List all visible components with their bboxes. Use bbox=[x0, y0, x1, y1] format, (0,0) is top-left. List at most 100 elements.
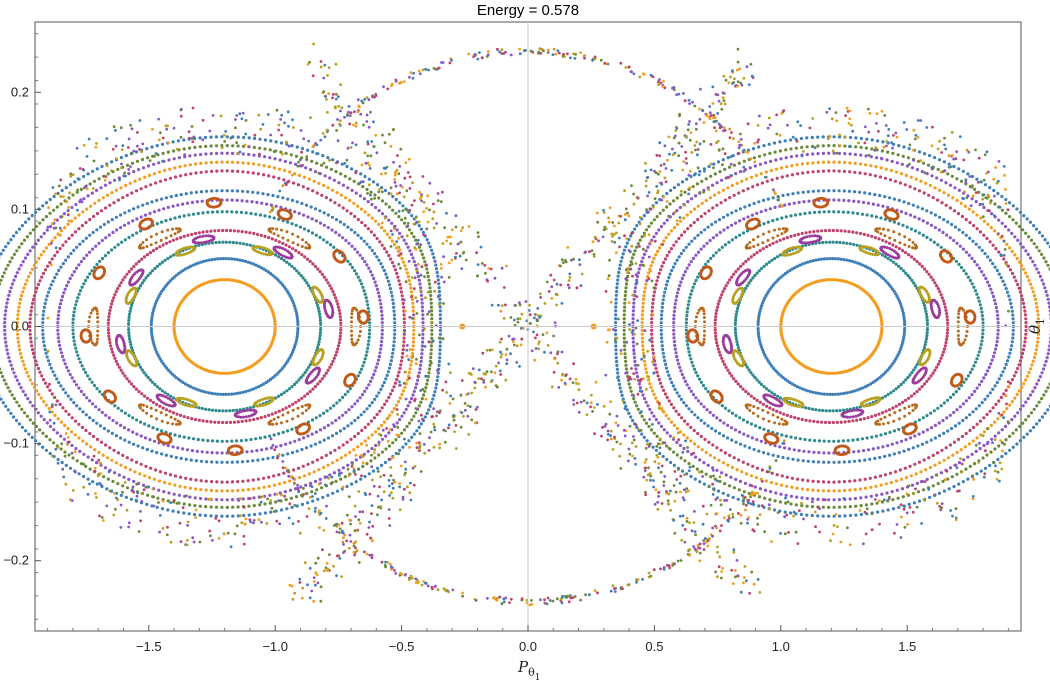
torus-point bbox=[824, 409, 828, 413]
torus-point bbox=[857, 200, 861, 204]
torus-point bbox=[906, 273, 910, 278]
torus-point bbox=[1002, 392, 1006, 396]
torus-point bbox=[214, 135, 218, 139]
torus-point bbox=[86, 194, 90, 198]
torus-point bbox=[993, 265, 997, 269]
torus-point bbox=[73, 433, 77, 437]
torus-point bbox=[917, 217, 921, 221]
torus-point bbox=[935, 284, 939, 288]
torus-point bbox=[897, 222, 901, 226]
torus-point bbox=[160, 220, 164, 224]
torus-point bbox=[734, 337, 738, 341]
torus-point bbox=[122, 426, 127, 430]
torus-point bbox=[736, 306, 740, 310]
island-chain-point bbox=[135, 363, 138, 367]
torus-point bbox=[696, 431, 700, 436]
torus-point bbox=[32, 264, 37, 268]
torus-point bbox=[672, 309, 677, 313]
torus-point bbox=[179, 236, 183, 240]
island-chain-point bbox=[330, 304, 334, 308]
torus-point bbox=[771, 196, 775, 200]
torus-point bbox=[22, 411, 27, 415]
torus-point bbox=[438, 317, 442, 321]
torus-point bbox=[981, 321, 985, 325]
torus-point bbox=[817, 258, 821, 262]
torus-point bbox=[853, 389, 857, 393]
torus-point bbox=[977, 404, 981, 408]
torus-point bbox=[979, 216, 983, 220]
torus-point bbox=[813, 210, 817, 214]
torus-point bbox=[382, 229, 387, 233]
torus-point bbox=[250, 200, 254, 204]
torus-point bbox=[63, 362, 67, 366]
island-chain-point bbox=[300, 405, 304, 408]
torus-point bbox=[317, 468, 321, 472]
torus-point bbox=[825, 392, 829, 396]
torus-point bbox=[91, 169, 95, 173]
torus-point bbox=[684, 321, 689, 325]
torus-point bbox=[902, 200, 906, 204]
torus-point bbox=[410, 214, 414, 218]
torus-point bbox=[924, 309, 928, 313]
torus-point bbox=[6, 297, 10, 301]
torus-point bbox=[348, 177, 352, 181]
torus-point bbox=[851, 438, 855, 442]
torus-point bbox=[380, 450, 384, 454]
torus-point bbox=[892, 389, 896, 393]
torus-point bbox=[426, 274, 430, 279]
torus-point bbox=[238, 241, 242, 245]
torus-point bbox=[1033, 297, 1037, 301]
torus-point bbox=[794, 436, 798, 440]
torus-point bbox=[397, 215, 401, 219]
torus-point bbox=[148, 476, 152, 480]
torus-point bbox=[791, 192, 795, 196]
torus-point bbox=[64, 258, 68, 262]
torus-point bbox=[745, 365, 749, 369]
torus-point bbox=[881, 411, 885, 415]
torus-point bbox=[195, 449, 199, 453]
island-chain-point bbox=[278, 246, 282, 250]
torus-point bbox=[436, 371, 440, 375]
torus-point bbox=[101, 453, 105, 457]
island-chain-point bbox=[164, 403, 168, 406]
torus-point bbox=[964, 416, 968, 420]
torus-point bbox=[214, 144, 219, 148]
torus-point bbox=[155, 451, 159, 455]
torus-point bbox=[292, 345, 296, 349]
torus-point bbox=[726, 226, 730, 230]
torus-point bbox=[858, 417, 863, 422]
torus-point bbox=[98, 424, 103, 428]
torus-point bbox=[242, 513, 246, 518]
torus-point bbox=[745, 284, 749, 288]
torus-point bbox=[350, 405, 354, 409]
torus-point bbox=[150, 335, 154, 339]
torus-point bbox=[376, 358, 380, 362]
torus-point bbox=[371, 469, 376, 473]
torus-point bbox=[82, 197, 86, 201]
torus-point bbox=[982, 273, 986, 277]
torus-point bbox=[10, 282, 15, 286]
torus-point bbox=[417, 425, 421, 429]
torus-point bbox=[182, 147, 186, 151]
torus-point bbox=[660, 340, 664, 344]
torus-point bbox=[209, 160, 213, 165]
torus-point bbox=[194, 478, 198, 482]
torus-point bbox=[12, 234, 16, 238]
torus-point bbox=[104, 236, 108, 240]
torus-point bbox=[196, 437, 200, 442]
torus-point bbox=[831, 420, 835, 425]
torus-point bbox=[838, 240, 842, 245]
torus-point bbox=[699, 418, 703, 423]
torus-point bbox=[169, 195, 173, 199]
torus-point bbox=[377, 222, 381, 226]
torus-point bbox=[715, 416, 719, 420]
torus-point bbox=[693, 413, 697, 417]
torus-point bbox=[24, 220, 28, 224]
torus-point bbox=[128, 468, 132, 472]
torus-point bbox=[344, 238, 348, 243]
torus-point bbox=[855, 418, 859, 422]
torus-point bbox=[354, 191, 358, 195]
torus-point bbox=[927, 272, 931, 276]
torus-point bbox=[438, 348, 442, 352]
torus-point bbox=[952, 238, 956, 243]
